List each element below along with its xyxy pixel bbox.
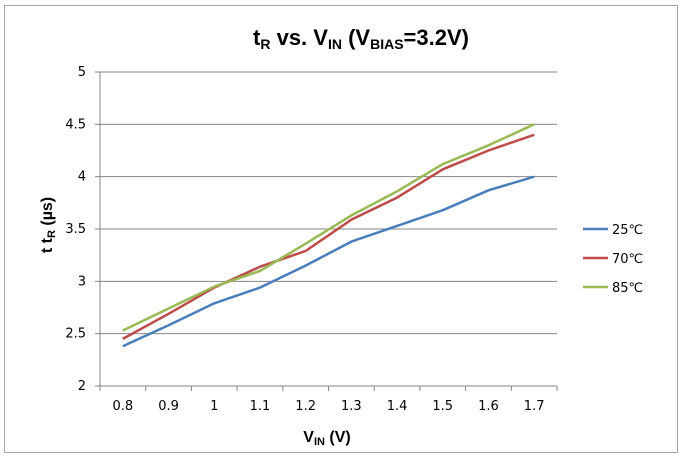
y-tick-label: 2.5 <box>65 327 86 342</box>
ylabel-sub: R <box>46 230 58 238</box>
y-tick-label: 5 <box>78 65 86 80</box>
x-tick-label: 1.4 <box>387 399 408 414</box>
title-t: t <box>253 25 261 50</box>
legend-label: 25℃ <box>612 223 643 238</box>
x-tick-label: 1.7 <box>524 399 545 414</box>
x-tick-label: 1.2 <box>295 399 316 414</box>
legend-label: 85℃ <box>612 281 643 296</box>
y-tick-labels: 2 2.5 3 3.5 4 4.5 5 <box>65 65 100 394</box>
title-open: (V <box>342 25 370 50</box>
x-tick-label: 1 <box>210 399 218 414</box>
x-tick-labels: 0.8 0.9 1 1.1 1.2 1.3 1.4 1.5 1.6 1.7 <box>99 386 558 414</box>
y-tick-label: 4.5 <box>65 117 86 132</box>
y-axis-title: t tR (µs) <box>39 197 58 253</box>
title-vs: vs. V <box>270 25 328 50</box>
ylabel-prefix: t <box>39 247 56 253</box>
title-rest: =3.2V) <box>404 25 469 50</box>
y-tick-label: 3.5 <box>65 222 86 237</box>
series-line-0 <box>122 175 535 348</box>
title-vin-sub: IN <box>328 36 342 52</box>
title-bias-sub: BIAS <box>370 36 403 52</box>
legend-label: 70℃ <box>612 252 643 267</box>
svg-text:t tR (µs): t tR (µs) <box>39 197 58 253</box>
series-line-2 <box>122 123 535 332</box>
y-tick-label: 4 <box>78 170 86 185</box>
grid-lines <box>100 71 557 335</box>
chart-title: tR vs. VIN (VBIAS=3.2V) <box>253 25 469 52</box>
ylabel-rest: (µs) <box>39 197 56 230</box>
legend: 25℃ 70℃ 85℃ <box>583 223 643 296</box>
x-tick-label: 0.9 <box>158 399 179 414</box>
y-tick-label: 3 <box>78 274 86 289</box>
x-tick-label: 1.3 <box>341 399 362 414</box>
title-t-sub: R <box>260 36 270 52</box>
y-tick-label: 2 <box>78 379 86 394</box>
xlabel-v: V <box>303 429 314 446</box>
ylabel-t: t <box>39 237 56 243</box>
xlabel-sub: IN <box>314 436 325 448</box>
series-line-1 <box>122 133 535 340</box>
x-tick-label: 0.8 <box>113 399 134 414</box>
x-tick-label: 1.5 <box>432 399 453 414</box>
xlabel-rest: (V) <box>325 429 351 446</box>
x-axis-title: VIN (V) <box>303 429 350 448</box>
series-lines <box>122 123 535 348</box>
x-tick-label: 1.6 <box>478 399 499 414</box>
x-tick-label: 1.1 <box>250 399 271 414</box>
